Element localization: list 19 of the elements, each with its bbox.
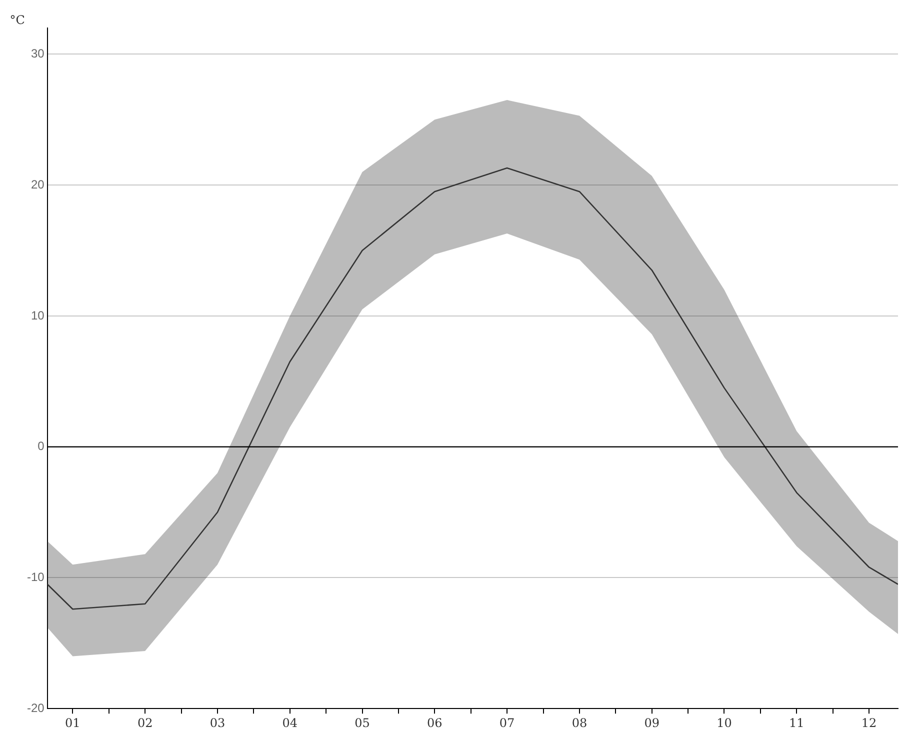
x-tick-label: 08 [572, 716, 588, 730]
x-tick-label: 11 [789, 716, 804, 730]
y-tick-label: 30 [30, 46, 45, 60]
x-tick-label: 03 [210, 716, 226, 730]
x-tick-label: 05 [354, 716, 370, 730]
y-tick-label: 0 [38, 439, 45, 454]
x-tick-label: 01 [65, 716, 80, 730]
x-tick-label: 09 [644, 716, 660, 730]
x-tick-label: 02 [137, 716, 153, 730]
x-tick-label: 07 [499, 716, 515, 730]
y-axis-title: °C [10, 13, 25, 27]
x-tick-label: 10 [716, 716, 732, 730]
x-tick-label: 06 [427, 716, 442, 730]
y-tick-label: 20 [30, 177, 45, 192]
x-tick-label: 04 [282, 716, 298, 730]
y-tick-label: -10 [27, 570, 45, 584]
y-tick-label: 10 [30, 308, 45, 322]
x-tick-label: 12 [861, 716, 877, 730]
y-tick-label: -20 [27, 700, 45, 715]
